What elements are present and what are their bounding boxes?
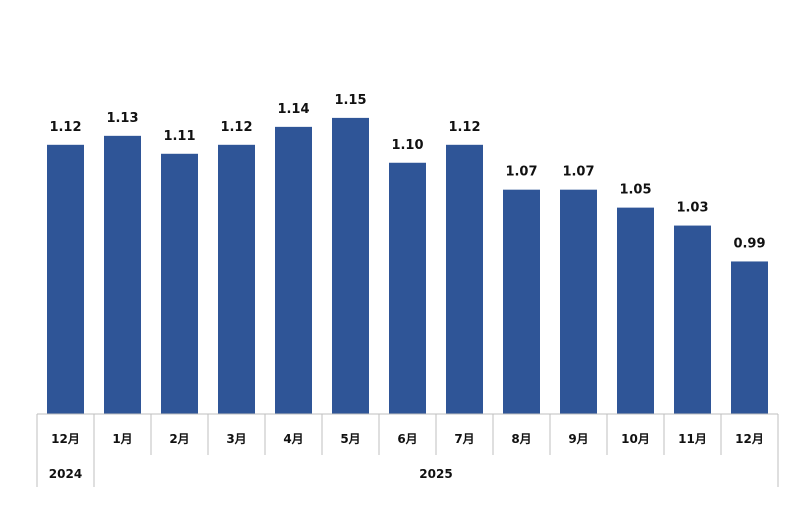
tick-label: 12月 xyxy=(51,432,80,446)
tick-label: 11月 xyxy=(678,432,707,446)
data-label: 1.15 xyxy=(334,93,366,108)
tick-label: 8月 xyxy=(511,432,531,446)
x-axis: 12月 1月 2月 3月 4月 5月 6月 7月 8月 9月 10月 11月 12月 2024 2025 xyxy=(36,413,779,487)
data-label: 1.13 xyxy=(106,111,138,126)
bar xyxy=(446,144,483,415)
bars-layer xyxy=(47,117,768,415)
data-label: 1.05 xyxy=(619,183,651,198)
bar xyxy=(104,135,141,415)
data-label: 1.12 xyxy=(448,120,480,135)
data-label: 1.12 xyxy=(49,120,81,135)
bar xyxy=(503,189,540,414)
data-label: 1.07 xyxy=(505,165,537,180)
bar xyxy=(275,126,312,414)
data-label: 1.03 xyxy=(676,201,708,216)
year-label: 2025 xyxy=(419,467,452,481)
tick-label: 6月 xyxy=(397,432,417,446)
tick-label: 1月 xyxy=(112,432,132,446)
bar xyxy=(674,225,711,414)
bar xyxy=(47,144,84,415)
value-labels-layer: 1.12 1.13 1.11 1.12 1.14 1.15 1.10 1.12 1.07 1.07… xyxy=(49,93,765,252)
tick-label: 3月 xyxy=(226,432,246,446)
data-label: 1.07 xyxy=(562,165,594,180)
tick-label: 2月 xyxy=(169,432,189,446)
bar xyxy=(218,144,255,415)
bar xyxy=(389,162,426,414)
data-label: 1.10 xyxy=(391,138,423,153)
data-label: 1.11 xyxy=(163,129,195,144)
bar xyxy=(617,207,654,414)
bar xyxy=(560,189,597,414)
tick-label: 7月 xyxy=(454,432,474,446)
bar xyxy=(731,261,768,414)
tick-label: 9月 xyxy=(568,432,588,446)
tick-label: 10月 xyxy=(621,432,650,446)
year-label: 2024 xyxy=(49,467,82,481)
data-label: 1.12 xyxy=(220,120,252,135)
tick-label: 4月 xyxy=(283,432,303,446)
data-label: 0.99 xyxy=(733,236,765,251)
tick-label: 12月 xyxy=(735,432,764,446)
bar xyxy=(161,153,198,414)
tick-label: 5月 xyxy=(340,432,360,446)
data-label: 1.14 xyxy=(277,102,309,117)
bar xyxy=(332,117,369,414)
